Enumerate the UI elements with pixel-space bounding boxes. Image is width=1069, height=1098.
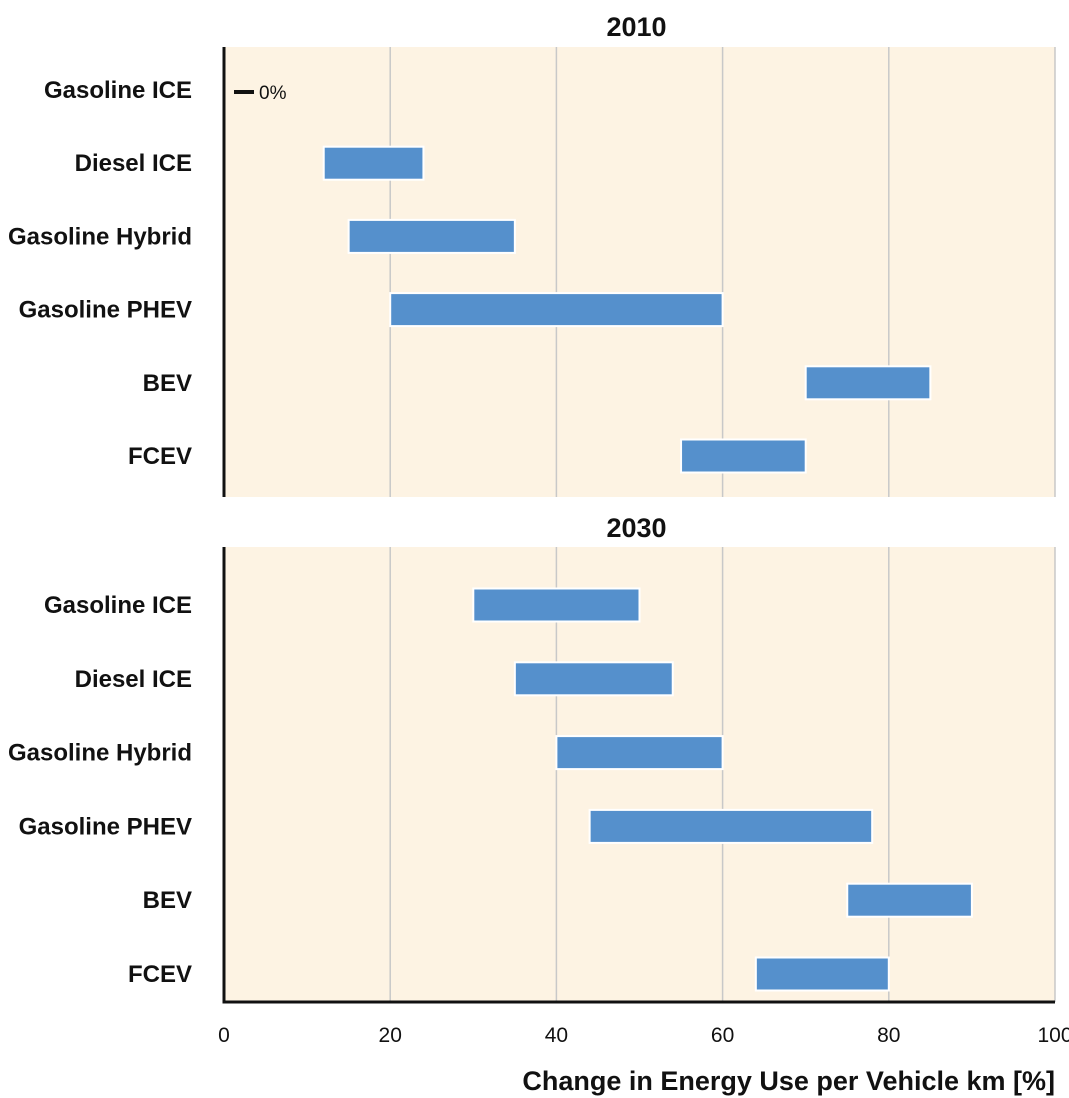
category-label: BEV xyxy=(143,887,192,914)
range-bar xyxy=(513,661,674,697)
x-tick-label: 100 xyxy=(1037,1024,1069,1047)
panel-background xyxy=(224,547,1055,1002)
x-tick-label: 0 xyxy=(218,1024,230,1047)
category-label: Gasoline ICE xyxy=(44,77,192,104)
category-label: Gasoline ICE xyxy=(44,592,192,619)
category-label: BEV xyxy=(143,370,192,397)
x-tick-label: 40 xyxy=(545,1024,568,1047)
category-label: Diesel ICE xyxy=(75,150,192,177)
category-label: Gasoline Hybrid xyxy=(8,223,192,250)
range-bar xyxy=(588,808,874,844)
x-tick-label: 20 xyxy=(379,1024,402,1047)
x-axis-title: Change in Energy Use per Vehicle km [%] xyxy=(522,1066,1055,1096)
category-label: Gasoline Hybrid xyxy=(8,740,192,767)
range-bar xyxy=(347,218,516,254)
x-tick-label: 60 xyxy=(711,1024,734,1047)
category-label: FCEV xyxy=(128,443,192,470)
range-bar xyxy=(846,882,973,918)
range-bar xyxy=(555,735,724,771)
panel-title: 2010 xyxy=(606,12,666,42)
range-bar xyxy=(322,145,425,181)
range-bar xyxy=(804,365,932,401)
category-label: Gasoline PHEV xyxy=(19,813,192,840)
panel-background xyxy=(224,47,1055,497)
range-bar xyxy=(389,292,724,328)
category-label: Diesel ICE xyxy=(75,666,192,693)
value-annotation: 0% xyxy=(259,83,287,104)
x-tick-label: 80 xyxy=(877,1024,900,1047)
category-label: Gasoline PHEV xyxy=(19,297,192,324)
range-bar xyxy=(680,438,807,474)
category-label: FCEV xyxy=(128,961,192,988)
panel-title: 2030 xyxy=(606,513,666,543)
range-bar xyxy=(472,587,641,623)
range-bar xyxy=(754,956,890,992)
